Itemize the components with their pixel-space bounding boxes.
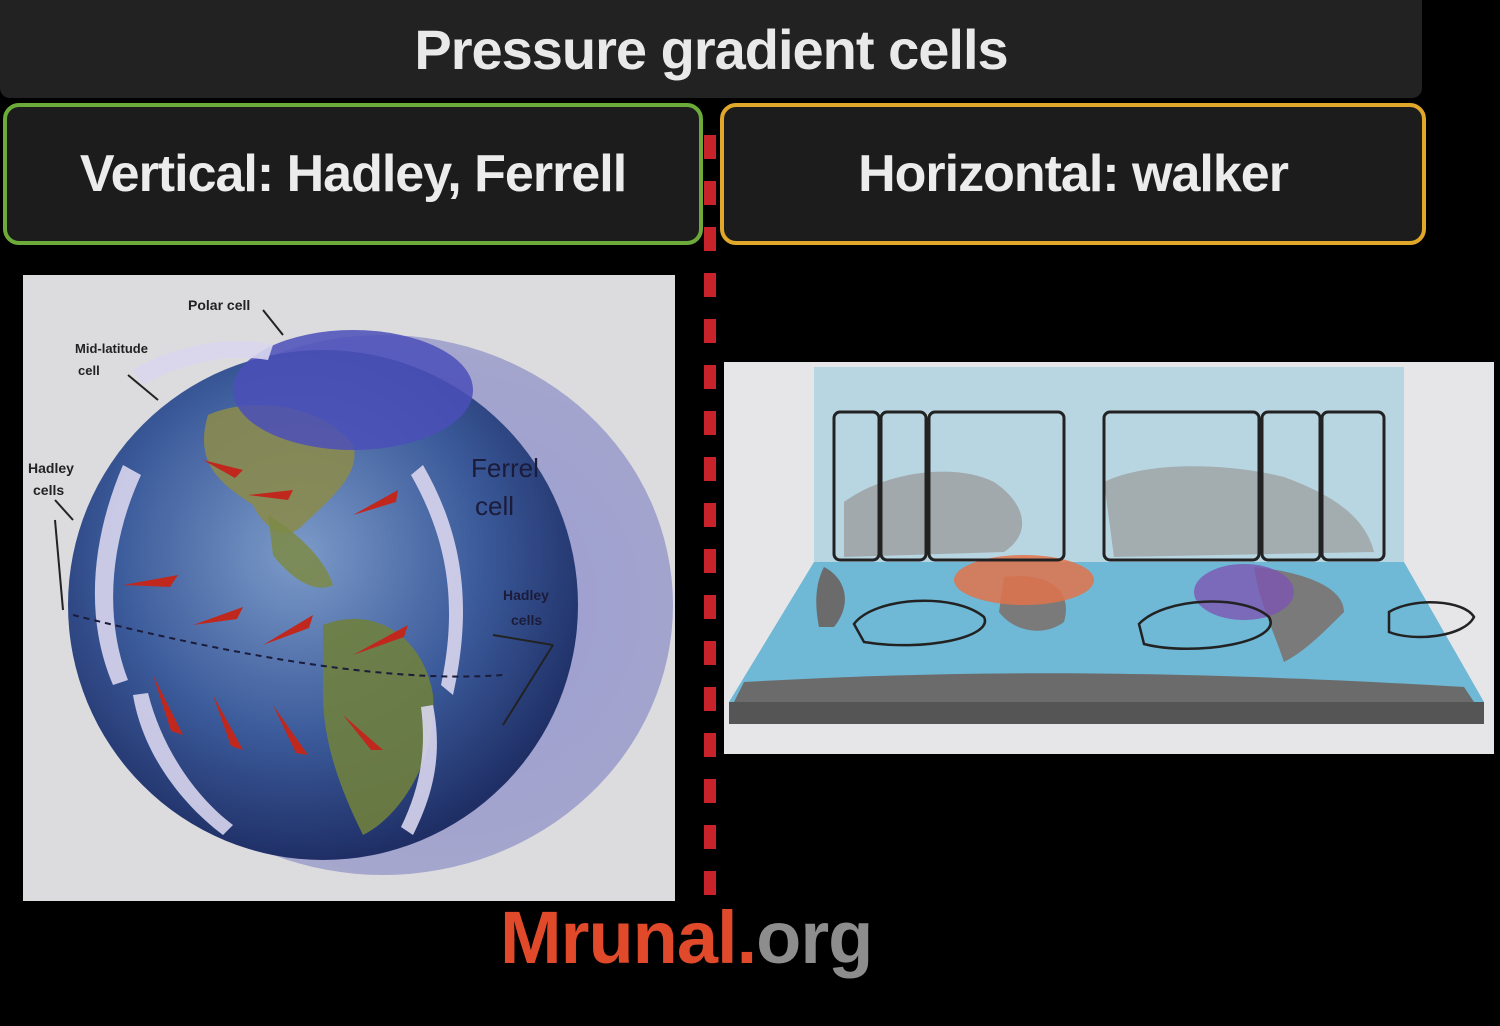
hadley-right-label-2: cells [511,612,542,628]
midlat-label-1: Mid-latitude [75,341,148,356]
globe-illustration: Polar cell Mid-latitude cell Hadley cell… [28,297,673,875]
ferrel-label-2: cell [475,491,514,521]
hadley-label-2: cells [33,482,64,498]
footer-watermark: Mrunal.org [500,895,873,980]
hadley-right-label-1: Hadley [503,587,549,603]
vertical-cells-label: Vertical: Hadley, Ferrell [79,145,627,203]
midlat-label-2: cell [78,363,100,378]
footer-dot: . [736,896,758,979]
vertical-cells-box: Vertical: Hadley, Ferrell [3,103,703,245]
horizontal-cells-label: Horizontal: walker [858,145,1289,203]
walker-circulation-diagram [724,362,1494,754]
hadley-label-1: Hadley [28,460,74,476]
footer-tld: org [756,896,873,979]
title-bar: Pressure gradient cells [0,0,1422,98]
page-title: Pressure gradient cells [414,17,1008,81]
polar-cell-label: Polar cell [188,297,250,313]
dashed-divider [704,135,716,915]
walker-illustration [729,367,1484,724]
ferrel-label-1: Ferrel [471,453,539,483]
horizontal-cells-box: Horizontal: walker [720,103,1426,245]
globe-circulation-diagram: Polar cell Mid-latitude cell Hadley cell… [23,275,675,901]
footer-brand: Mrunal [500,896,738,979]
